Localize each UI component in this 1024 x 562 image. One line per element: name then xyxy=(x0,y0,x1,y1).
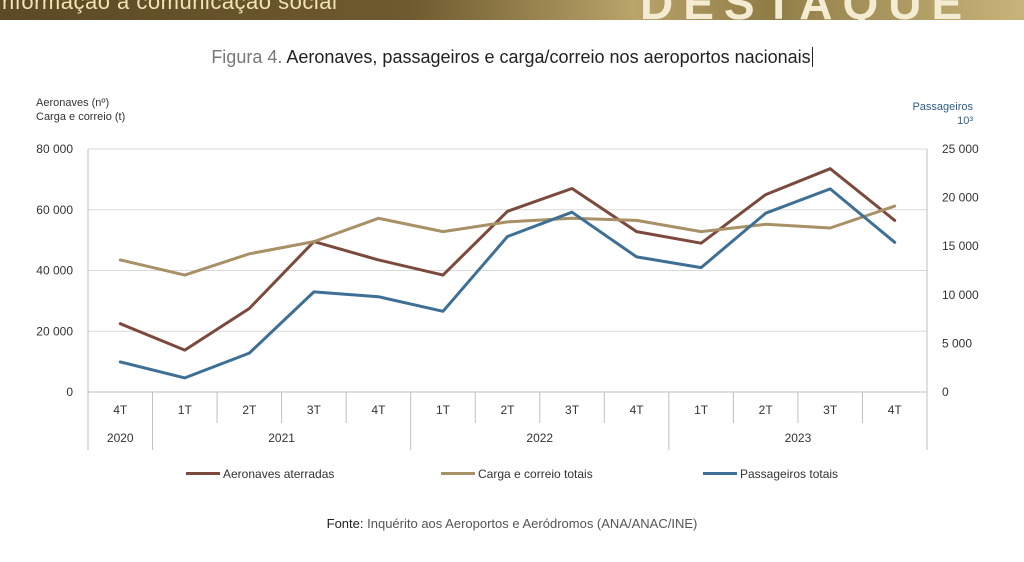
left-tick-label: 20 000 xyxy=(36,324,73,338)
figure-number: Figura 4. xyxy=(211,47,283,67)
x-tick-label: 4T xyxy=(113,403,128,417)
legend-swatch-aeronaves xyxy=(186,472,220,475)
top-banner: nformação à comunicação social DESTAQUE xyxy=(0,0,1024,20)
x-tick-label: 1T xyxy=(694,403,709,417)
x-tick-label: 2T xyxy=(500,403,515,417)
x-tick-label: 4T xyxy=(888,403,903,417)
right-tick-label: 5 000 xyxy=(942,336,972,350)
banner-left-text: nformação à comunicação social xyxy=(2,0,338,14)
x-tick-label: 2T xyxy=(759,403,774,417)
series-line-aeronaves xyxy=(118,167,897,352)
legend-item-carga: Carga e correio totais xyxy=(441,467,593,481)
x-tick-label: 4T xyxy=(371,403,386,417)
right-tick-label: 10 000 xyxy=(942,288,979,302)
source-label: Fonte: xyxy=(326,516,364,531)
series-line-passageiros xyxy=(118,187,897,380)
right-tick-label: 20 000 xyxy=(942,191,979,205)
x-tick-label: 3T xyxy=(307,403,322,417)
legend-label-aeronaves: Aeronaves aterradas xyxy=(223,467,335,481)
x-tick-label: 1T xyxy=(178,403,193,417)
left-axis-label-aeronaves: Aeronaves (nº) xyxy=(36,97,110,109)
figure-title: Figura 4. Aeronaves, passageiros e carga… xyxy=(0,47,1024,68)
banner-right-text: DESTAQUE xyxy=(640,0,972,20)
source-text: Inquérito aos Aeroportos e Aeródromos (A… xyxy=(367,516,698,531)
figure-title-text: Aeronaves, passageiros e carga/correio n… xyxy=(286,47,811,67)
year-label: 2020 xyxy=(107,431,134,445)
right-tick-label: 25 000 xyxy=(942,142,979,156)
right-axis-label-passageiros: Passageiros xyxy=(912,101,973,113)
x-tick-label: 3T xyxy=(565,403,580,417)
year-label: 2021 xyxy=(268,431,295,445)
year-label: 2022 xyxy=(526,431,553,445)
right-axis-label-unit: 10³ xyxy=(957,115,973,127)
left-tick-label: 80 000 xyxy=(36,142,73,156)
year-label: 2023 xyxy=(785,431,812,445)
left-tick-label: 0 xyxy=(66,385,73,399)
legend-label-passageiros: Passageiros totais xyxy=(740,467,839,481)
left-tick-label: 60 000 xyxy=(36,203,73,217)
legend-item-passageiros: Passageiros totais xyxy=(703,467,838,481)
legend-item-aeronaves: Aeronaves aterradas xyxy=(186,467,334,481)
left-axis-label-carga: Carga e correio (t) xyxy=(36,111,126,123)
source-note: Fonte: Inquérito aos Aeroportos e Aeródr… xyxy=(0,516,1024,531)
x-tick-label: 4T xyxy=(630,403,645,417)
right-tick-label: 15 000 xyxy=(942,239,979,253)
series-line-carga xyxy=(118,204,897,277)
x-tick-label: 3T xyxy=(823,403,838,417)
legend-label-carga: Carga e correio totais xyxy=(478,467,593,481)
x-tick-label: 2T xyxy=(242,403,257,417)
right-tick-label: 0 xyxy=(942,385,949,399)
legend-swatch-passageiros xyxy=(703,472,737,475)
legend-swatch-carga xyxy=(441,472,475,475)
left-tick-label: 40 000 xyxy=(36,264,73,278)
text-cursor xyxy=(811,47,813,67)
x-tick-label: 1T xyxy=(436,403,451,417)
